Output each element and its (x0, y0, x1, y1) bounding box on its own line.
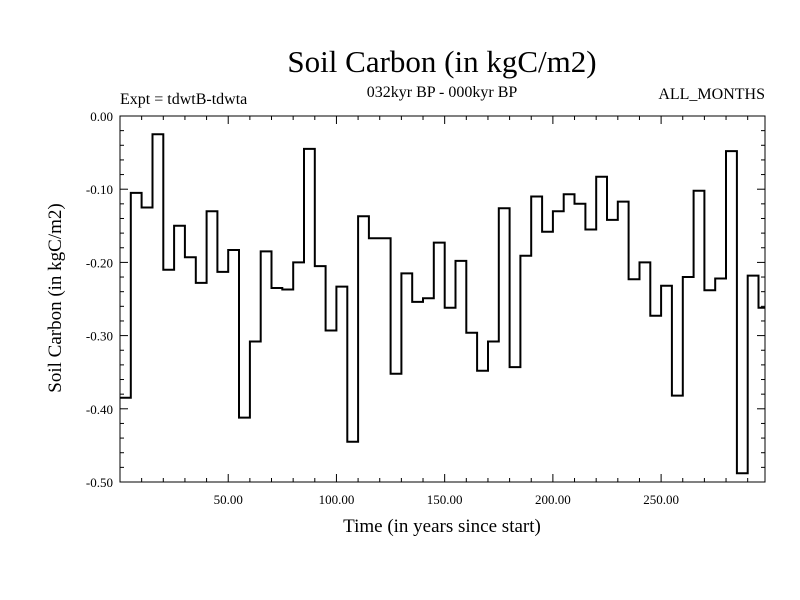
y-tick-label: -0.30 (86, 329, 113, 344)
experiment-label: Expt = tdwtB-tdwta (120, 91, 247, 108)
y-tick-label: 0.00 (90, 109, 113, 124)
x-tick-label: 250.00 (643, 492, 679, 507)
chart-title: Soil Carbon (in kgC/m2) (287, 44, 596, 79)
data-series-line (120, 133, 765, 475)
plot-frame (119, 115, 766, 483)
period-label: 032kyr BP - 000kyr BP (367, 84, 518, 101)
y-tick-label: -0.50 (86, 475, 113, 490)
y-tick-label: -0.40 (86, 402, 113, 417)
y-axis-label: Soil Carbon (in kgC/m2) (45, 203, 66, 392)
y-tick-labels: 0.00 -0.10 -0.20 -0.30 -0.40 -0.50 (86, 109, 113, 490)
x-tick-label: 50.00 (214, 492, 243, 507)
months-label: ALL_MONTHS (658, 86, 765, 103)
y-tick-label: -0.20 (86, 255, 113, 270)
x-tick-label: 150.00 (427, 492, 463, 507)
x-axis-label: Time (in years since start) (343, 516, 541, 537)
x-tick-label: 100.00 (319, 492, 355, 507)
x-tick-labels: 50.00 100.00 150.00 200.00 250.00 (214, 492, 679, 507)
x-tick-label: 200.00 (535, 492, 571, 507)
y-tick-label: -0.10 (86, 182, 113, 197)
axis-ticks (120, 116, 765, 482)
